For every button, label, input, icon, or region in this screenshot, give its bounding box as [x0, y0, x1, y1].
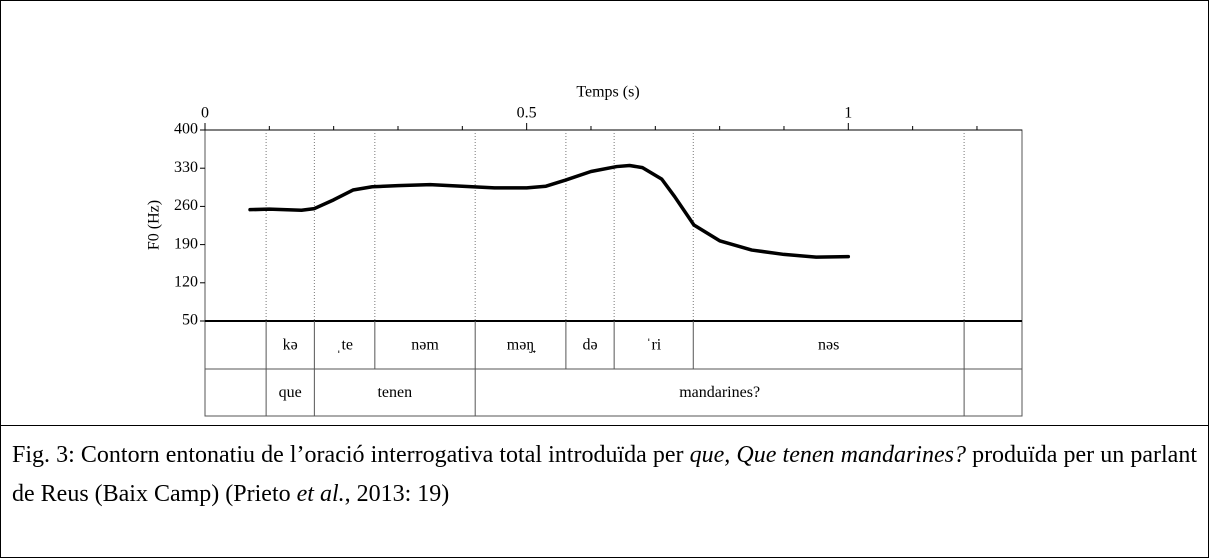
- tier-label: ˌte: [336, 337, 353, 354]
- tier-label: que: [279, 384, 302, 401]
- caption-text: , 2013: 19): [344, 481, 450, 507]
- y-axis-label: F0 (Hz): [146, 200, 163, 250]
- caption: Fig. 3: Contorn entonatiu de l’oració in…: [0, 425, 1209, 558]
- x-tick-label: 0: [201, 105, 209, 122]
- y-tick-label: 50: [182, 312, 198, 329]
- caption-text: et al.: [296, 481, 345, 507]
- caption-text: Fig. 3: Contorn entonatiu de l’oració in…: [12, 442, 690, 468]
- tier-label: mandarines?: [679, 384, 760, 401]
- y-tick-label: 330: [174, 159, 198, 176]
- tier-label: kə: [283, 337, 298, 354]
- plot-frame: [204, 129, 1023, 417]
- x-tick-label: 1: [844, 105, 852, 122]
- tier-label: nəm: [411, 337, 439, 354]
- y-tick-label: 190: [174, 235, 198, 252]
- tier-label: nəs: [818, 337, 839, 354]
- y-tick-label: 120: [174, 273, 198, 290]
- tier-label: ˈri: [646, 337, 662, 354]
- tier-label: də: [582, 337, 597, 354]
- x-tick-label: 0.5: [517, 105, 537, 122]
- y-tick-label: 260: [174, 197, 198, 214]
- pitch-contour: [248, 163, 851, 259]
- y-tick-label: 400: [174, 121, 198, 138]
- tier-label: məŋ̟: [507, 337, 536, 354]
- tier-label: tenen: [377, 384, 412, 401]
- caption-text: que, Que tenen mandarines?: [689, 442, 966, 468]
- x-axis-label: Temps (s): [576, 84, 639, 101]
- caption-text: produïda per un parlant de Reus (Baix Ca…: [12, 442, 1198, 507]
